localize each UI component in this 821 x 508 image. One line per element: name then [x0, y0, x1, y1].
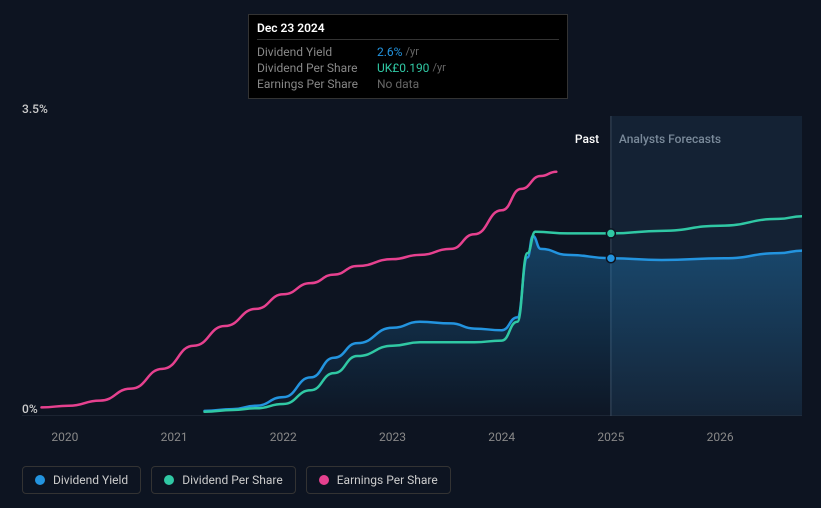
- tooltip-row: Dividend Per ShareUK£0.190/yr: [257, 60, 559, 76]
- legend-item[interactable]: Earnings Per Share: [306, 466, 451, 494]
- tooltip-date: Dec 23 2024: [257, 21, 559, 40]
- legend-label: Earnings Per Share: [337, 473, 438, 487]
- chart-plot[interactable]: [22, 116, 802, 416]
- tooltip-row-value: No data: [377, 77, 419, 91]
- x-axis-label: 2025: [597, 430, 624, 444]
- legend-label: Dividend Per Share: [182, 473, 283, 487]
- tooltip-row-unit: /yr: [405, 45, 418, 59]
- tooltip-row-unit: /yr: [432, 61, 445, 75]
- tooltip-row: Earnings Per ShareNo data: [257, 76, 559, 92]
- tooltip-row-label: Dividend Yield: [257, 45, 377, 59]
- legend-item[interactable]: Dividend Yield: [22, 466, 141, 494]
- chart-area: 3.5% 0% Past Analysts Forecasts: [22, 102, 802, 427]
- tooltip-row: Dividend Yield2.6%/yr: [257, 44, 559, 60]
- x-axis-label: 2021: [161, 430, 188, 444]
- legend-dot-icon: [35, 475, 45, 485]
- x-axis: 2020 2021 2022 2023 2024 2025 2026: [22, 430, 802, 450]
- legend-label: Dividend Yield: [53, 473, 128, 487]
- x-axis-label: 2022: [270, 430, 297, 444]
- legend-dot-icon: [319, 475, 329, 485]
- x-axis-label: 2026: [707, 430, 734, 444]
- tooltip-row-label: Earnings Per Share: [257, 77, 377, 91]
- chart-tooltip: Dec 23 2024 Dividend Yield2.6%/yrDividen…: [248, 14, 568, 99]
- tooltip-rows: Dividend Yield2.6%/yrDividend Per ShareU…: [257, 44, 559, 92]
- x-axis-label: 2020: [51, 430, 78, 444]
- tooltip-row-value: 2.6%: [377, 45, 402, 59]
- forecast-label: Analysts Forecasts: [619, 132, 721, 146]
- tooltip-row-label: Dividend Per Share: [257, 61, 377, 75]
- x-axis-label: 2024: [488, 430, 515, 444]
- legend: Dividend Yield Dividend Per Share Earnings…: [22, 466, 451, 494]
- x-axis-label: 2023: [379, 430, 406, 444]
- y-axis-max: 3.5%: [22, 102, 48, 116]
- legend-item[interactable]: Dividend Per Share: [151, 466, 296, 494]
- past-label: Past: [575, 132, 599, 146]
- legend-dot-icon: [164, 475, 174, 485]
- tooltip-row-value: UK£0.190: [377, 61, 429, 75]
